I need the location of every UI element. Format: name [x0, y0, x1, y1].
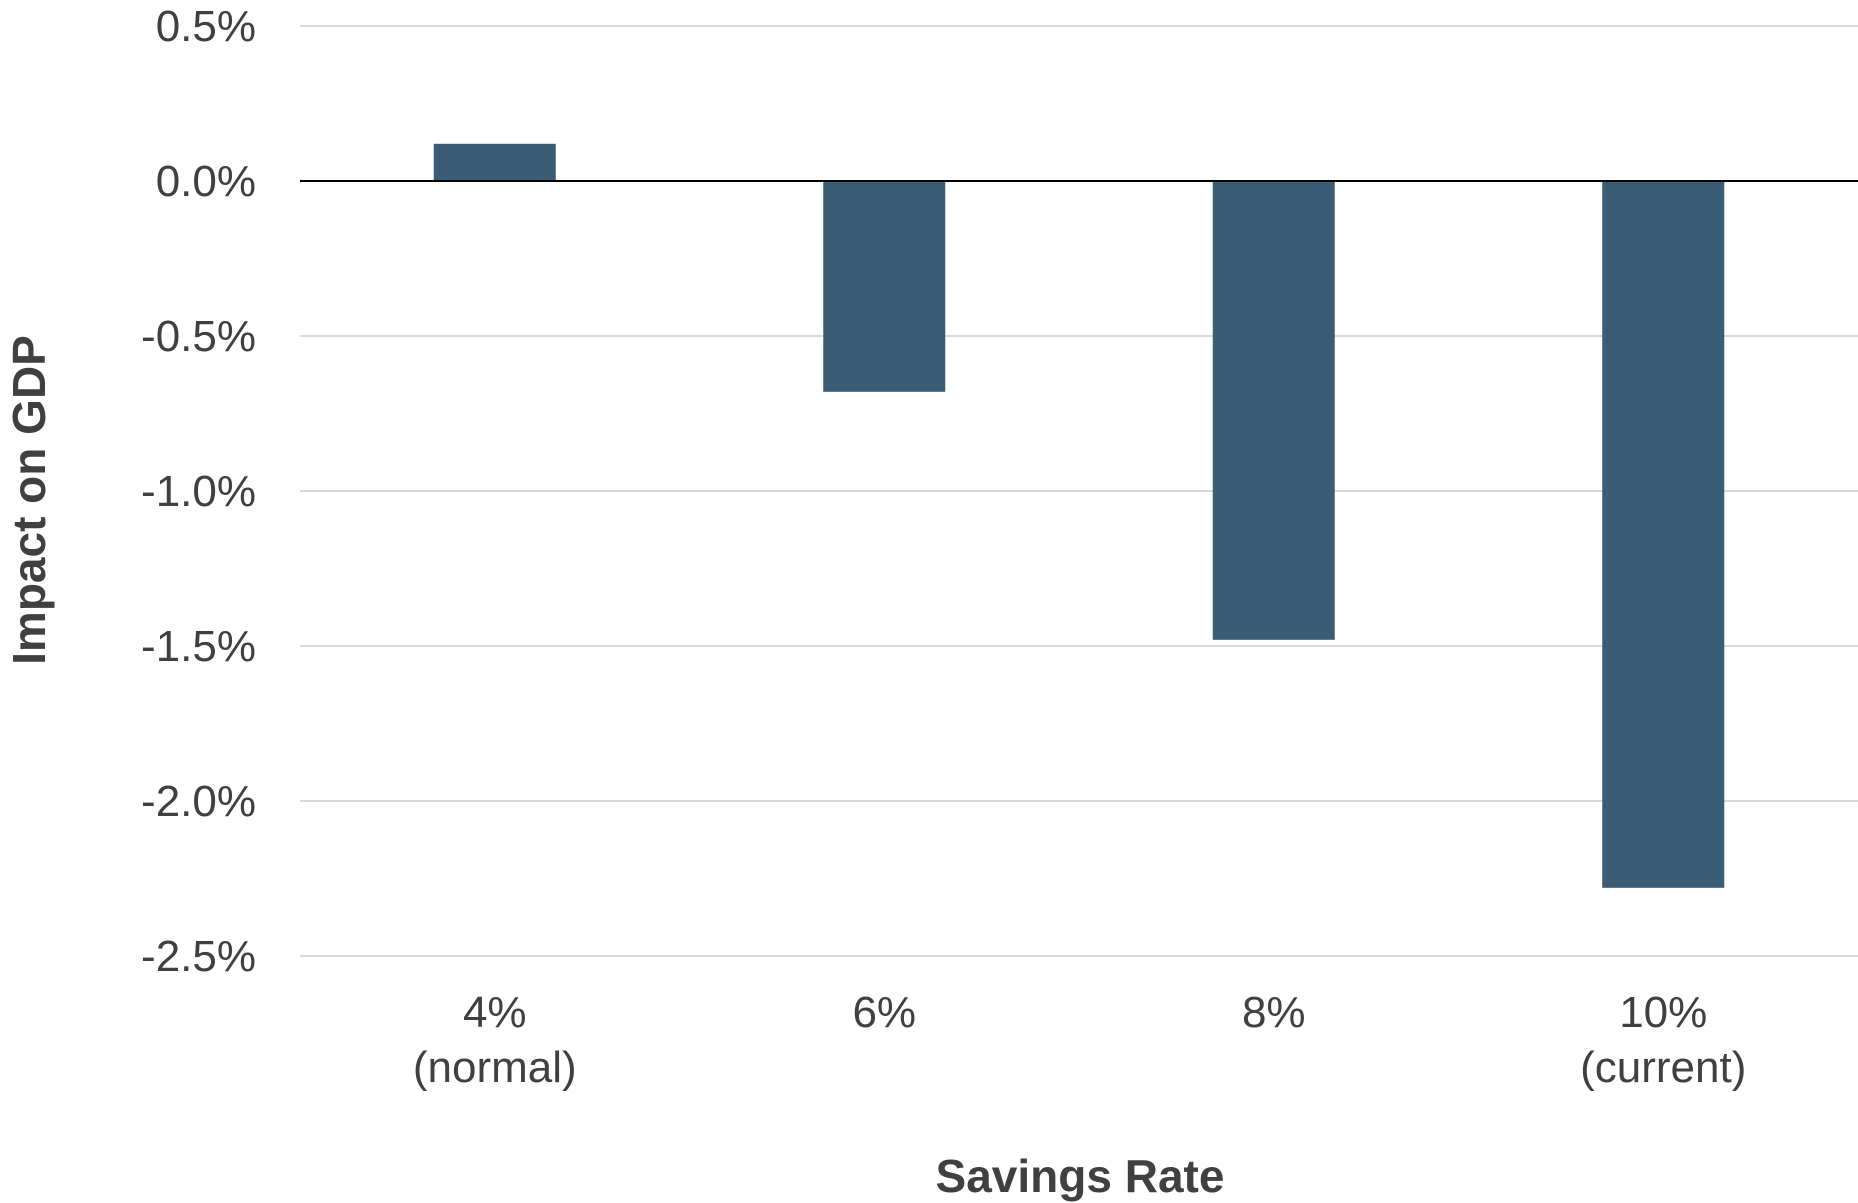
y-tick-label: 0.5% — [156, 2, 256, 51]
x-tick-label: 8% — [1242, 988, 1306, 1037]
gridlines — [300, 25, 1858, 957]
bar — [1602, 181, 1725, 888]
y-tick-label: -2.5% — [141, 932, 256, 981]
y-axis-title: Impact on GDP — [3, 335, 55, 665]
x-tick-label: (current) — [1580, 1043, 1746, 1092]
x-tick-label: (normal) — [413, 1043, 577, 1092]
x-tick-label: 4% — [463, 988, 527, 1037]
x-axis-ticks: 4% (normal) 6% 8% 10% (current) — [413, 988, 1747, 1092]
y-tick-label: -1.0% — [141, 467, 256, 516]
y-tick-label: -2.0% — [141, 777, 256, 826]
bar — [433, 143, 556, 181]
x-axis-title: Savings Rate — [936, 1150, 1225, 1202]
y-tick-label: -1.5% — [141, 622, 256, 671]
y-tick-label: 0.0% — [156, 157, 256, 206]
y-tick-label: -0.5% — [141, 312, 256, 361]
bar — [823, 181, 946, 392]
x-tick-label: 6% — [852, 988, 916, 1037]
x-tick-label: 10% — [1619, 988, 1707, 1037]
bars — [433, 143, 1725, 888]
bar — [1212, 181, 1335, 640]
y-axis-ticks: 0.5% 0.0% -0.5% -1.0% -1.5% -2.0% -2.5% — [141, 2, 256, 981]
